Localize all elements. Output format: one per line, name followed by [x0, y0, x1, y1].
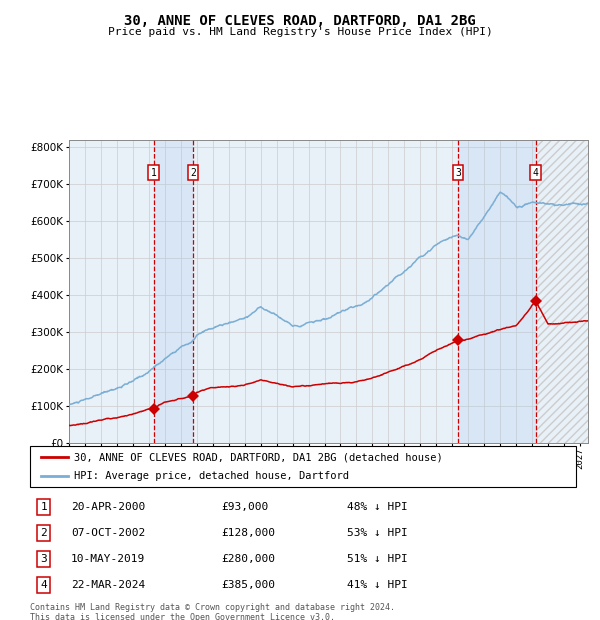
- Text: £93,000: £93,000: [221, 502, 268, 512]
- Text: £385,000: £385,000: [221, 580, 275, 590]
- Bar: [536, 140, 588, 443]
- Text: HPI: Average price, detached house, Dartford: HPI: Average price, detached house, Dart…: [74, 471, 349, 481]
- Text: 4: 4: [40, 580, 47, 590]
- Text: Contains HM Land Registry data © Crown copyright and database right 2024.
This d: Contains HM Land Registry data © Crown c…: [30, 603, 395, 620]
- Text: 4: 4: [533, 168, 539, 178]
- Text: 1: 1: [40, 502, 47, 512]
- Bar: [154, 140, 193, 443]
- Text: 30, ANNE OF CLEVES ROAD, DARTFORD, DA1 2BG: 30, ANNE OF CLEVES ROAD, DARTFORD, DA1 2…: [124, 14, 476, 28]
- Text: 22-MAR-2024: 22-MAR-2024: [71, 580, 145, 590]
- Text: 2: 2: [190, 168, 196, 178]
- Text: 41% ↓ HPI: 41% ↓ HPI: [347, 580, 407, 590]
- Text: Price paid vs. HM Land Registry's House Price Index (HPI): Price paid vs. HM Land Registry's House …: [107, 27, 493, 37]
- Text: 53% ↓ HPI: 53% ↓ HPI: [347, 528, 407, 538]
- Text: £128,000: £128,000: [221, 528, 275, 538]
- Text: 30, ANNE OF CLEVES ROAD, DARTFORD, DA1 2BG (detached house): 30, ANNE OF CLEVES ROAD, DARTFORD, DA1 2…: [74, 452, 442, 463]
- Text: £280,000: £280,000: [221, 554, 275, 564]
- Text: 3: 3: [40, 554, 47, 564]
- Text: 51% ↓ HPI: 51% ↓ HPI: [347, 554, 407, 564]
- Bar: [458, 140, 536, 443]
- Text: 48% ↓ HPI: 48% ↓ HPI: [347, 502, 407, 512]
- Text: 1: 1: [151, 168, 157, 178]
- Text: 10-MAY-2019: 10-MAY-2019: [71, 554, 145, 564]
- Text: 07-OCT-2002: 07-OCT-2002: [71, 528, 145, 538]
- Text: 3: 3: [455, 168, 461, 178]
- Text: 20-APR-2000: 20-APR-2000: [71, 502, 145, 512]
- Text: 2: 2: [40, 528, 47, 538]
